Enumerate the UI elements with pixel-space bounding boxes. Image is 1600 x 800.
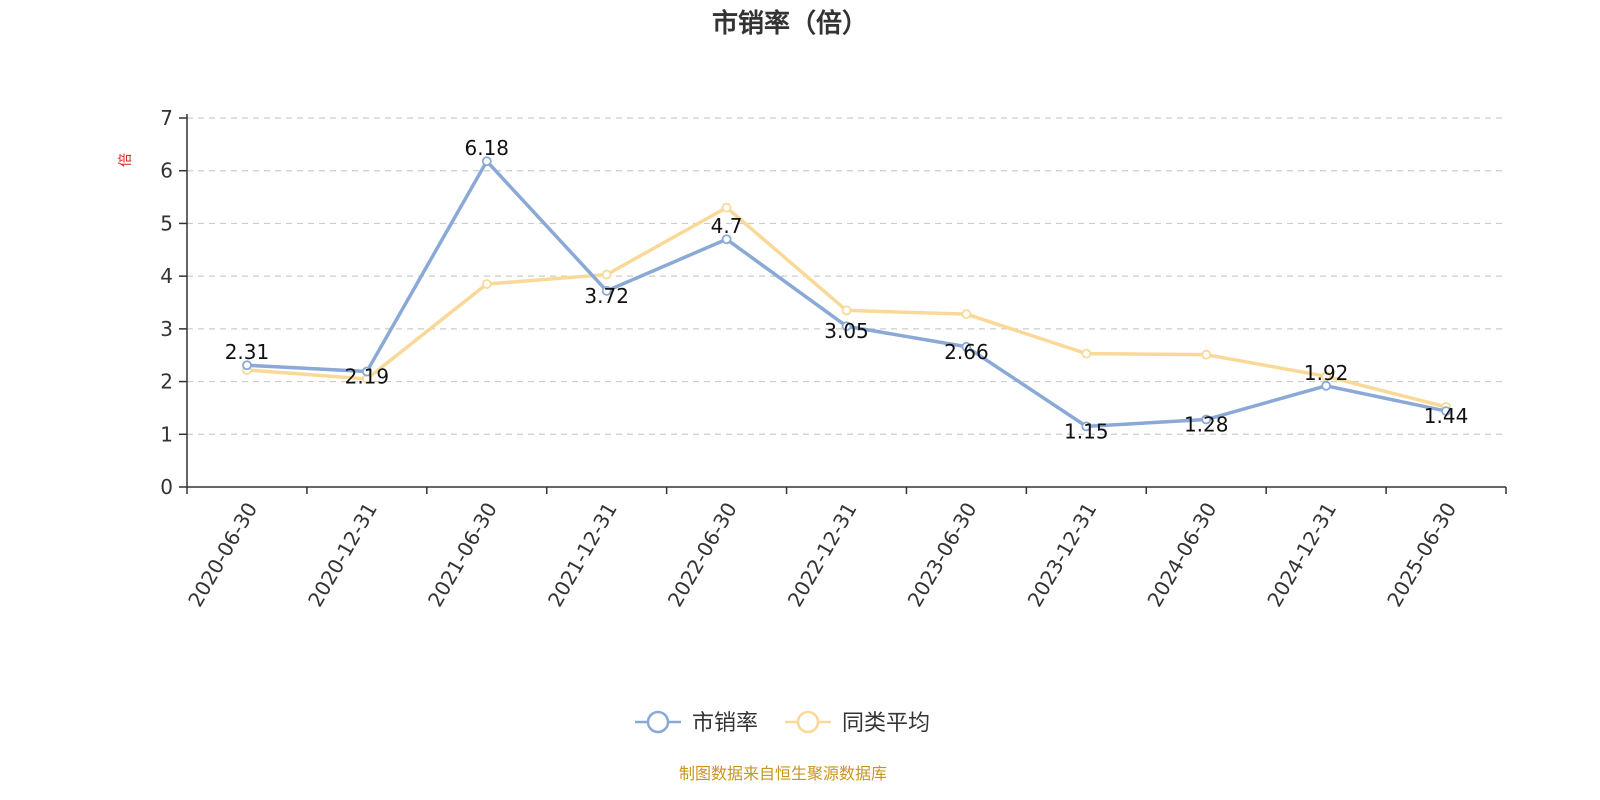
data-point — [601, 269, 612, 280]
x-tick-label: 2021-12-31 — [543, 498, 622, 611]
data-point — [1081, 348, 1092, 359]
x-tick-label: 2023-06-30 — [903, 498, 982, 611]
legend-swatch-marker — [796, 710, 820, 734]
x-tick-label: 2022-12-31 — [783, 498, 862, 611]
legend-swatch-marker — [646, 710, 670, 734]
series-layer — [242, 156, 1451, 432]
x-tick-label: 2024-12-31 — [1262, 498, 1341, 611]
source-note: 制图数据来自恒生聚源数据库 — [679, 764, 887, 783]
data-point — [1201, 349, 1212, 360]
data-label: 3.72 — [584, 284, 629, 308]
data-label: 2.66 — [944, 340, 989, 364]
x-tick-label: 2020-12-31 — [303, 498, 382, 611]
data-label: 1.28 — [1184, 413, 1229, 437]
data-label: 4.7 — [711, 214, 743, 238]
legend-item-ps-ratio[interactable]: 市销率 — [635, 710, 758, 736]
legend[interactable]: 市销率 同类平均 — [635, 710, 930, 736]
data-label: 2.19 — [345, 365, 390, 389]
y-tick-label: 6 — [160, 159, 173, 183]
data-label-layer: 2.31 2.19 6.18 3.72 4.7 3.05 2.66 1.15 1.28 1.92 1… — [225, 136, 1469, 443]
y-tick-label: 7 — [160, 106, 173, 130]
data-point — [841, 321, 852, 332]
data-label: 6.18 — [465, 136, 510, 160]
y-tick-label: 2 — [160, 370, 173, 394]
data-point — [721, 202, 732, 213]
y-tick-label: 1 — [160, 422, 173, 446]
x-tick-label: 2025-06-30 — [1382, 498, 1461, 611]
data-point — [1321, 380, 1332, 391]
data-point — [961, 341, 972, 352]
y-tick-label: 3 — [160, 317, 173, 341]
data-point — [1441, 406, 1451, 416]
data-point — [1201, 414, 1212, 425]
x-tick-label: 2021-06-30 — [423, 498, 502, 611]
data-point — [1321, 371, 1332, 382]
legend-label: 同类平均 — [842, 711, 930, 736]
axis-layer: 0 1 2 3 4 5 6 7 2020-06-30 2020-12-31 2021-06-30 20… — [160, 106, 1507, 611]
data-point — [1081, 421, 1092, 432]
data-point — [481, 156, 492, 167]
x-tick-label: 2022-06-30 — [663, 498, 742, 611]
data-point — [242, 360, 252, 371]
data-point — [601, 286, 612, 296]
x-tick-label: 2023-12-31 — [1023, 498, 1102, 611]
x-tick-label: 2020-06-30 — [183, 498, 262, 611]
series-line-ps-ratio — [246, 159, 1447, 429]
data-label: 2.31 — [225, 340, 270, 364]
data-point — [841, 305, 852, 316]
y-tick-label: 5 — [160, 211, 173, 235]
data-point — [721, 234, 732, 245]
data-point — [961, 309, 972, 319]
x-tick-label: 2024-06-30 — [1142, 498, 1221, 611]
data-label: 1.15 — [1064, 419, 1109, 443]
y-tick-label: 4 — [160, 264, 173, 288]
data-label: 3.05 — [824, 319, 869, 343]
y-axis-unit-label: 倍 — [118, 153, 134, 167]
chart-title: 市销率（倍） — [712, 8, 868, 39]
data-label: 1.92 — [1304, 361, 1349, 385]
y-tick-label: 0 — [160, 475, 173, 499]
data-point — [481, 279, 492, 289]
legend-item-peer-average[interactable]: 同类平均 — [785, 710, 930, 736]
data-point — [361, 366, 372, 377]
data-label: 1.44 — [1424, 404, 1469, 428]
legend-label: 市销率 — [692, 711, 758, 736]
